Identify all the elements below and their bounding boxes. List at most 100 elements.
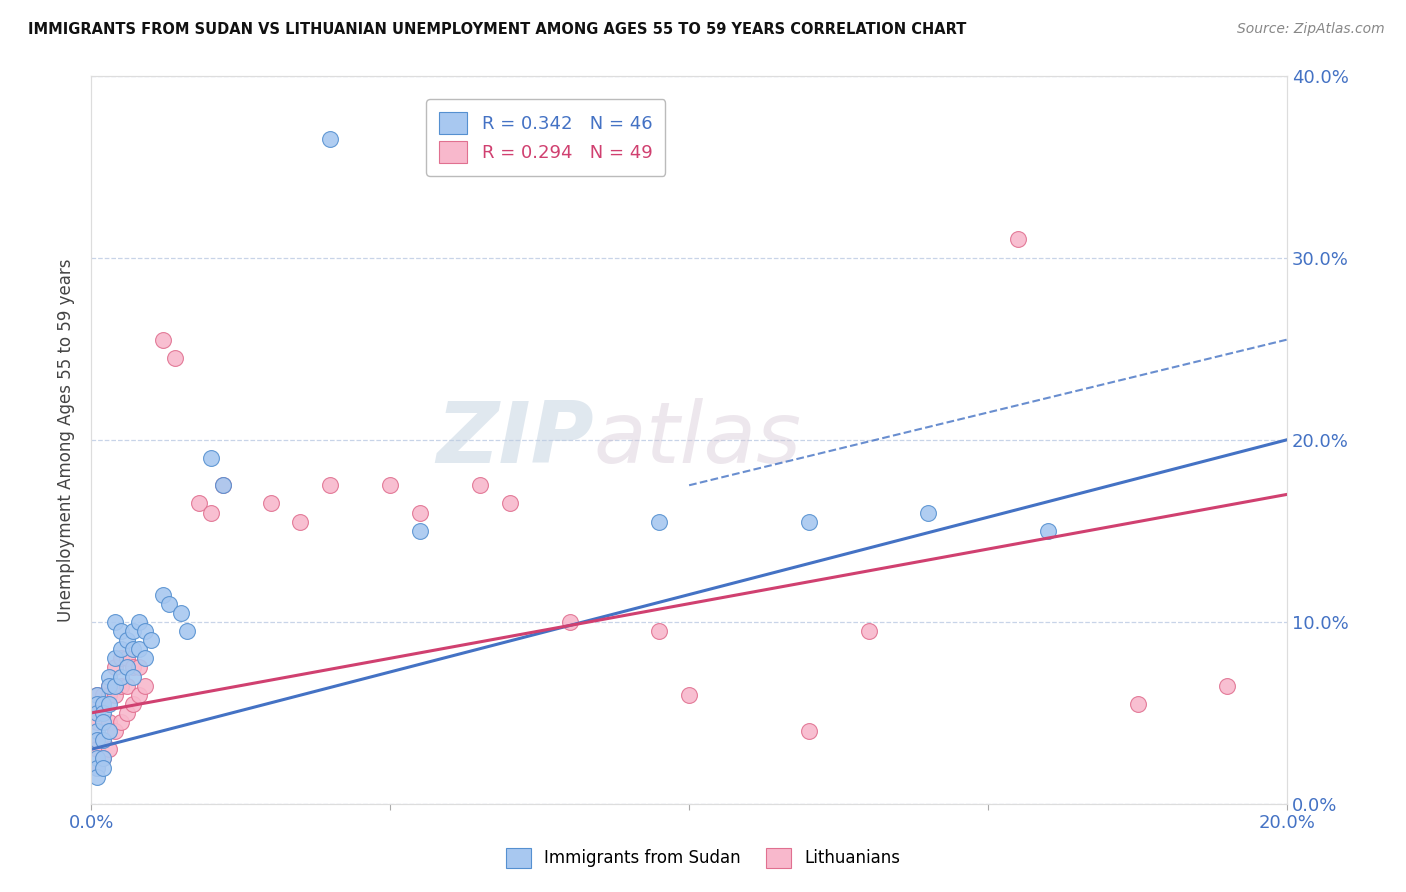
Point: [115, 660, 138, 674]
Point: [104, 651, 127, 665]
Point: [86, 770, 108, 784]
Text: ZIP: ZIP: [436, 398, 593, 482]
Point: [110, 714, 132, 729]
Point: [86, 742, 108, 756]
Point: [91, 706, 114, 720]
Y-axis label: Unemployment Among Ages 55 to 59 years: Unemployment Among Ages 55 to 59 years: [58, 258, 75, 622]
Point: [86, 714, 108, 729]
Point: [648, 624, 671, 638]
Point: [98, 724, 121, 739]
Point: [157, 597, 180, 611]
Point: [678, 688, 700, 702]
Point: [128, 660, 150, 674]
Point: [1216, 679, 1239, 693]
Point: [1126, 697, 1149, 711]
Point: [211, 478, 233, 492]
Point: [110, 679, 132, 693]
Point: [122, 697, 145, 711]
Point: [170, 606, 193, 620]
Point: [558, 615, 581, 629]
Point: [86, 733, 108, 747]
Point: [115, 651, 138, 665]
Point: [115, 679, 138, 693]
Point: [91, 697, 114, 711]
Point: [115, 706, 138, 720]
Point: [91, 733, 114, 747]
Point: [319, 478, 342, 492]
Point: [115, 633, 138, 648]
Point: [104, 688, 127, 702]
Point: [91, 714, 114, 729]
Text: atlas: atlas: [593, 398, 801, 482]
Point: [86, 706, 108, 720]
Point: [200, 506, 222, 520]
Point: [91, 688, 114, 702]
Point: [98, 669, 121, 683]
Point: [128, 615, 150, 629]
Point: [122, 669, 145, 683]
Point: [139, 633, 162, 648]
Point: [152, 588, 174, 602]
Point: [110, 669, 132, 683]
Point: [91, 733, 114, 747]
Point: [128, 642, 150, 657]
Point: [1007, 232, 1029, 246]
Point: [176, 624, 198, 638]
Point: [122, 624, 145, 638]
Legend: R = 0.342   N = 46, R = 0.294   N = 49: R = 0.342 N = 46, R = 0.294 N = 49: [426, 99, 665, 176]
Point: [648, 515, 671, 529]
Point: [917, 506, 939, 520]
Point: [797, 515, 820, 529]
Point: [86, 751, 108, 765]
Point: [104, 660, 127, 674]
Point: [86, 697, 108, 711]
Text: IMMIGRANTS FROM SUDAN VS LITHUANIAN UNEMPLOYMENT AMONG AGES 55 TO 59 YEARS CORRE: IMMIGRANTS FROM SUDAN VS LITHUANIAN UNEM…: [28, 22, 966, 37]
Point: [122, 642, 145, 657]
Point: [91, 751, 114, 765]
Point: [98, 679, 121, 693]
Point: [91, 714, 114, 729]
Point: [86, 760, 108, 774]
Point: [134, 679, 156, 693]
Point: [110, 642, 132, 657]
Point: [858, 624, 880, 638]
Point: [290, 515, 312, 529]
Point: [163, 351, 186, 365]
Point: [98, 688, 121, 702]
Text: Source: ZipAtlas.com: Source: ZipAtlas.com: [1237, 22, 1385, 37]
Legend: Immigrants from Sudan, Lithuanians: Immigrants from Sudan, Lithuanians: [499, 841, 907, 875]
Point: [86, 760, 108, 774]
Point: [409, 506, 432, 520]
Point: [1036, 524, 1059, 538]
Point: [86, 688, 108, 702]
Point: [319, 132, 342, 146]
Point: [91, 751, 114, 765]
Point: [128, 688, 150, 702]
Point: [86, 724, 108, 739]
Point: [91, 697, 114, 711]
Point: [98, 697, 121, 711]
Point: [152, 333, 174, 347]
Point: [797, 724, 820, 739]
Point: [104, 679, 127, 693]
Point: [134, 651, 156, 665]
Point: [104, 615, 127, 629]
Point: [409, 524, 432, 538]
Point: [98, 714, 121, 729]
Point: [98, 679, 121, 693]
Point: [499, 496, 522, 510]
Point: [122, 660, 145, 674]
Point: [86, 733, 108, 747]
Point: [259, 496, 281, 510]
Point: [134, 624, 156, 638]
Point: [86, 688, 108, 702]
Point: [211, 478, 233, 492]
Point: [110, 651, 132, 665]
Point: [98, 742, 121, 756]
Point: [86, 697, 108, 711]
Point: [104, 724, 127, 739]
Point: [110, 624, 132, 638]
Point: [200, 450, 222, 465]
Point: [187, 496, 209, 510]
Point: [468, 478, 491, 492]
